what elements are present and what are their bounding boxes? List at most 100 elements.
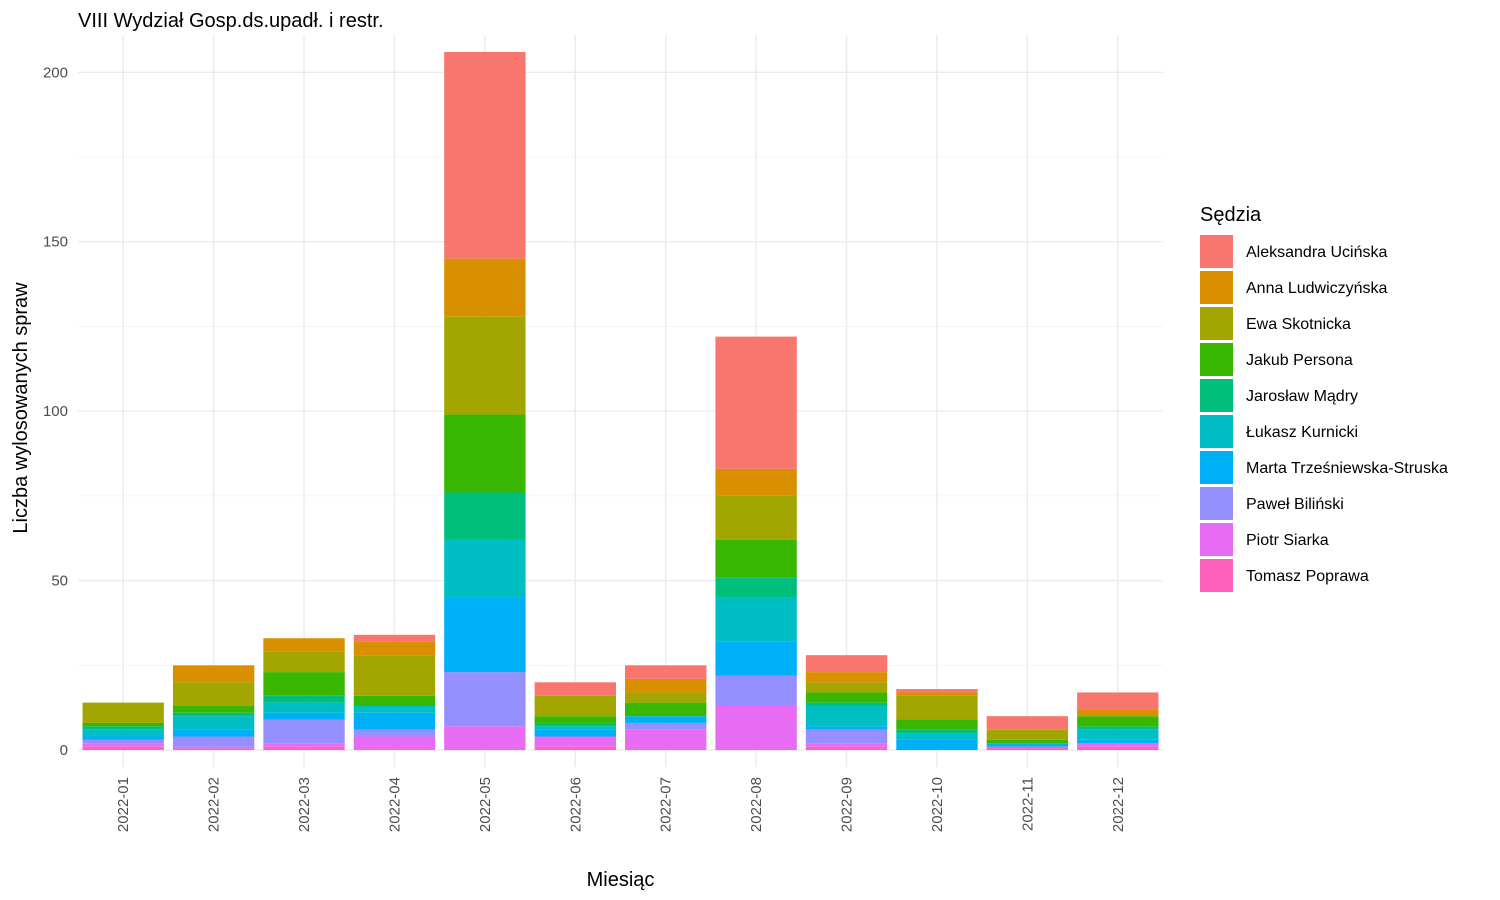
y-tick-label: 150 xyxy=(43,234,68,251)
bar-segment xyxy=(82,726,164,730)
bar-segment xyxy=(534,736,616,747)
x-tick-label: 2022-07 xyxy=(658,777,675,832)
y-tick-label: 100 xyxy=(43,403,68,420)
bar-segment xyxy=(353,712,436,730)
bar-segment xyxy=(82,743,164,747)
bar-segment xyxy=(172,736,255,747)
bar-segment xyxy=(625,692,707,703)
bar-segment xyxy=(353,736,436,751)
x-tick-label: 2022-06 xyxy=(567,777,584,832)
bar-segment xyxy=(263,695,345,703)
bar-segment xyxy=(534,716,616,723)
legend-title: Sędzia xyxy=(1200,204,1262,226)
bar-segment xyxy=(896,739,978,751)
bar-segment xyxy=(1077,709,1159,717)
bar-segment xyxy=(625,716,707,723)
legend: Sędzia Aleksandra Ucińska Anna Ludwiczyńs… xyxy=(1200,204,1448,592)
legend-label: Piotr Siarka xyxy=(1246,532,1329,549)
bar-segment xyxy=(353,729,436,737)
legend-item: Aleksandra Ucińska xyxy=(1200,235,1388,268)
y-tick-label: 50 xyxy=(51,573,68,590)
bar-segment xyxy=(444,726,526,751)
bar-segment xyxy=(172,746,255,751)
bar-segment xyxy=(805,729,888,744)
bar-segment xyxy=(82,722,164,727)
x-tick-label: 2022-12 xyxy=(1110,777,1127,832)
legend-label: Jarosław Mądry xyxy=(1246,388,1358,405)
bar-segment xyxy=(715,597,797,642)
bar-segment xyxy=(534,729,616,737)
legend-label: Łukasz Kurnicki xyxy=(1246,424,1358,441)
bar-segment xyxy=(805,655,888,673)
bar-segment xyxy=(625,665,707,679)
bars xyxy=(82,51,1159,751)
legend-item: Anna Ludwiczyńska xyxy=(1200,271,1388,304)
bar-segment xyxy=(1077,729,1159,740)
bar-segment xyxy=(805,672,888,683)
bar-segment xyxy=(172,665,255,683)
legend-swatch xyxy=(1200,379,1233,412)
bar-segment xyxy=(444,316,526,415)
legend-swatch xyxy=(1200,235,1233,268)
bar-segment xyxy=(444,597,526,673)
bar-segment xyxy=(263,746,345,751)
x-tick-label: 2022-09 xyxy=(839,777,856,832)
bar-segment xyxy=(715,468,797,496)
x-tick-label: 2022-10 xyxy=(929,777,946,832)
legend-swatch xyxy=(1200,487,1233,520)
bar-segment xyxy=(896,719,978,730)
bar-segment xyxy=(805,702,888,706)
bar-segment xyxy=(896,733,978,740)
legend-item: Ewa Skotnicka xyxy=(1200,307,1351,340)
bar-segment xyxy=(263,651,345,673)
bar-segment xyxy=(986,729,1069,740)
legend-swatch xyxy=(1200,523,1233,556)
x-tick-label: 2022-05 xyxy=(477,777,494,832)
bar-segment xyxy=(263,672,345,696)
legend-label: Marta Trześniewska-Struska xyxy=(1246,460,1448,477)
bar-segment xyxy=(263,638,345,652)
x-tick-label: 2022-01 xyxy=(115,777,132,832)
legend-label: Paweł Biliński xyxy=(1246,496,1344,513)
bar-segment xyxy=(715,675,797,706)
bar-segment xyxy=(172,712,255,717)
y-axis-title: Liczba wylosowanych spraw xyxy=(10,282,32,534)
bar-segment xyxy=(986,743,1069,747)
bar-segment xyxy=(805,706,888,727)
legend-swatch xyxy=(1200,307,1233,340)
legend-item: Łukasz Kurnicki xyxy=(1200,415,1358,448)
bar-segment xyxy=(896,689,978,693)
bar-segment xyxy=(1077,692,1159,710)
bar-segment xyxy=(896,692,978,696)
bar-segment xyxy=(263,719,345,744)
bar-segment xyxy=(625,722,707,730)
legend-item: Jarosław Mądry xyxy=(1200,379,1358,412)
bar-segment xyxy=(986,739,1069,744)
legend-swatch xyxy=(1200,415,1233,448)
bar-segment xyxy=(444,672,526,727)
x-tick-label: 2022-08 xyxy=(748,777,765,832)
x-axis-title: Miesiąc xyxy=(587,869,655,891)
bar-segment xyxy=(625,702,707,717)
bar-segment xyxy=(263,743,345,747)
bar-segment xyxy=(534,726,616,730)
bar-segment xyxy=(82,729,164,737)
bar-segment xyxy=(715,577,797,598)
bar-segment xyxy=(715,495,797,540)
bar-segment xyxy=(353,634,436,642)
x-tick-label: 2022-02 xyxy=(206,777,223,832)
bar-segment xyxy=(625,729,707,751)
x-tick-label: 2022-03 xyxy=(296,777,313,832)
legend-label: Anna Ludwiczyńska xyxy=(1246,280,1388,297)
x-axis-ticks: 2022-01 2022-02 2022-03 2022-04 2022-05 2022-… xyxy=(115,777,1127,832)
legend-item: Piotr Siarka xyxy=(1200,523,1329,556)
x-tick-label: 2022-11 xyxy=(1019,777,1036,831)
bar-segment xyxy=(534,722,616,727)
legend-label: Aleksandra Ucińska xyxy=(1246,244,1388,261)
bar-segment xyxy=(1077,746,1159,751)
legend-swatch xyxy=(1200,271,1233,304)
x-tick-label: 2022-04 xyxy=(386,777,403,832)
bar-segment xyxy=(82,736,164,740)
bar-segment xyxy=(715,706,797,751)
